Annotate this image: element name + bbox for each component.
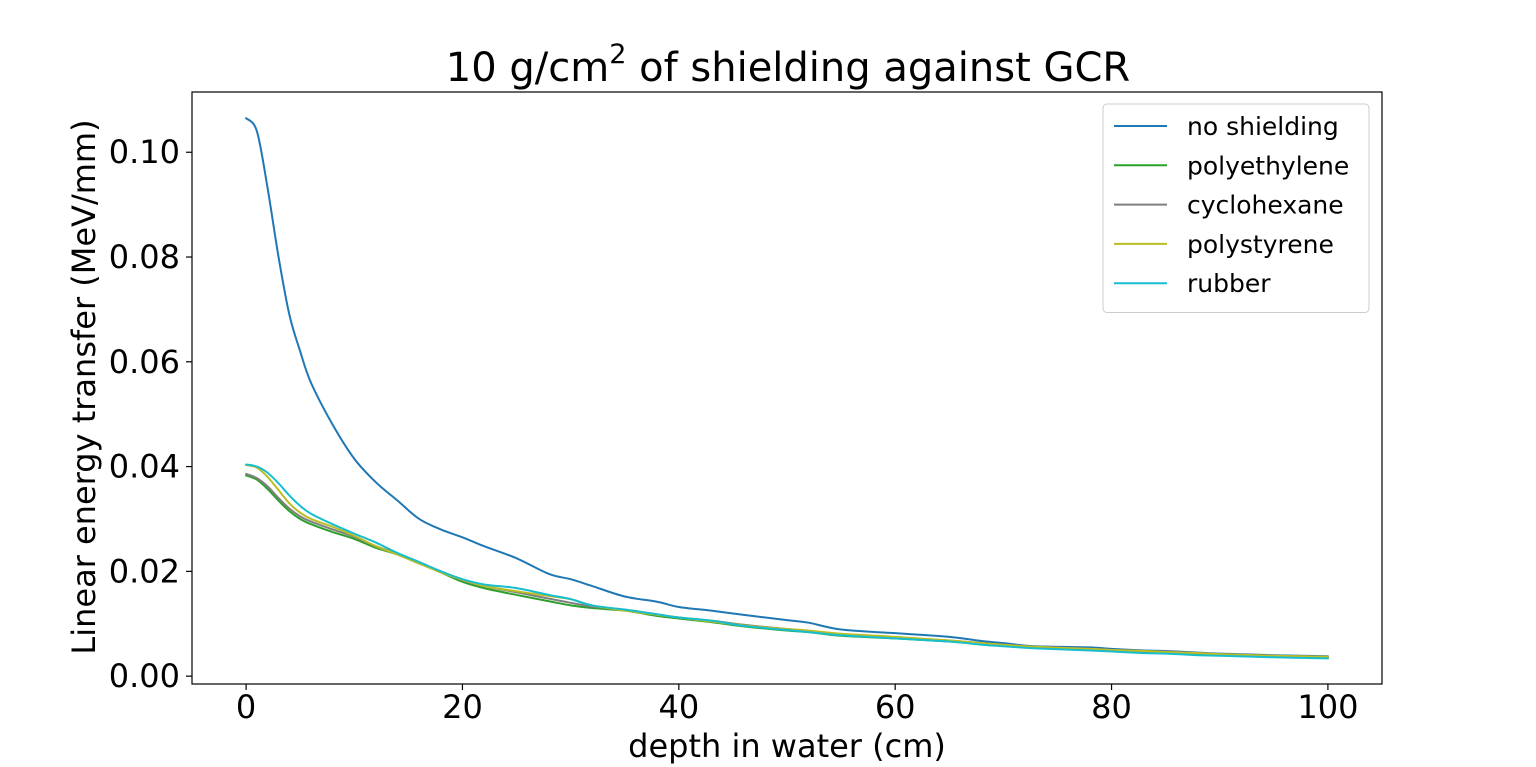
y-tick-label: 0.04 — [109, 448, 180, 486]
legend-label: no shielding — [1187, 112, 1339, 141]
legend-item: polyethylene — [1114, 151, 1349, 180]
y-tick-label: 0.10 — [109, 133, 180, 171]
y-tick-label: 0.02 — [109, 552, 180, 590]
x-tick-label: 20 — [442, 688, 483, 726]
legend-item: cyclohexane — [1114, 191, 1344, 220]
series-line-no-shielding — [245, 117, 1329, 658]
y-tick-label: 0.08 — [109, 238, 180, 276]
x-tick-label: 80 — [1091, 688, 1132, 726]
chart-title-suffix: of shielding against GCR — [626, 45, 1130, 91]
legend: no shielding polyethylene cyclohexane polys… — [1102, 103, 1370, 313]
y-axis-label: Linear energy transfer (MeV/mm) — [65, 119, 103, 654]
legend-item: rubber — [1114, 269, 1271, 298]
legend-item: no shielding — [1114, 112, 1339, 141]
x-tick-label: 0 — [236, 688, 256, 726]
legend-box — [1102, 103, 1370, 313]
legend-label: polystyrene — [1187, 230, 1334, 259]
chart-title-superscript: 2 — [609, 39, 626, 70]
legend-label: polyethylene — [1187, 151, 1349, 180]
series-line-rubber — [245, 463, 1329, 660]
x-axis-label: depth in water (cm) — [628, 727, 946, 765]
chart-title: 10 g/cm2 of shielding against GCR — [446, 39, 1130, 91]
y-tick-label: 0.06 — [109, 343, 180, 381]
x-tick-label: 60 — [875, 688, 916, 726]
y-tick-label: 0.00 — [109, 657, 180, 695]
y-axis: 0.00 0.02 0.04 0.06 0.08 0.10 — [109, 133, 192, 695]
legend-item: polystyrene — [1114, 230, 1334, 259]
x-axis: 0 20 40 60 80 100 — [236, 684, 1358, 726]
legend-label: rubber — [1187, 269, 1271, 298]
legend-label: cyclohexane — [1187, 191, 1344, 220]
plot-frame — [191, 91, 1383, 685]
x-tick-label: 100 — [1297, 688, 1358, 726]
x-tick-label: 40 — [658, 688, 699, 726]
